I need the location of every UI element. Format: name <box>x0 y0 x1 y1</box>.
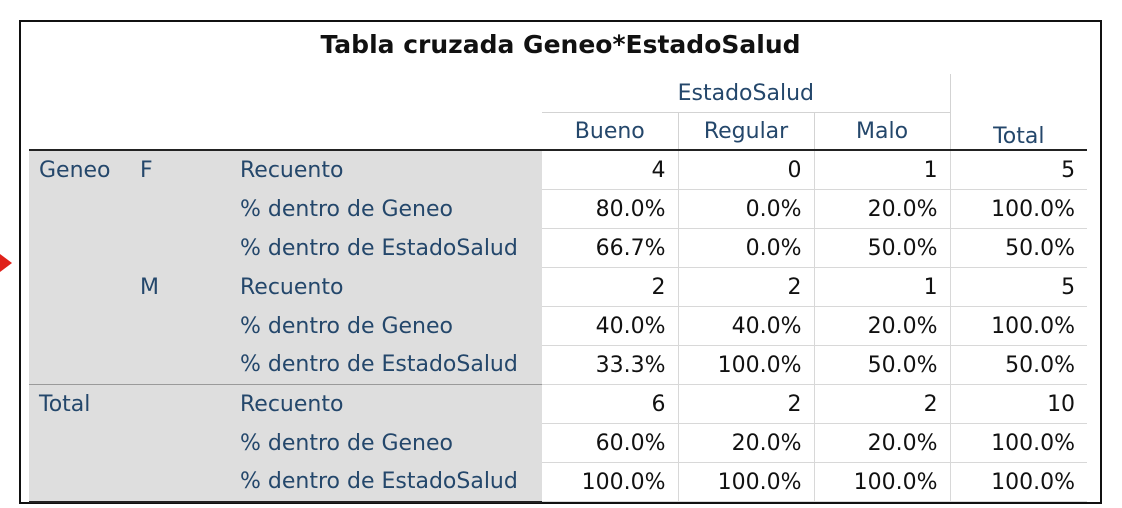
table-cell: 80.0% <box>542 189 679 229</box>
table-cell: 1 <box>813 267 951 307</box>
row-group-label: Geneo <box>29 149 130 190</box>
crosstab-table: EstadoSalud Bueno Regular Malo Total Gen… <box>29 74 1088 503</box>
row-group-label <box>29 228 130 268</box>
row-group-label <box>29 267 130 307</box>
row-group-label: Total <box>29 384 130 424</box>
table-row: % dentro de EstadoSalud 100.0% 100.0% 100.0… <box>29 462 1088 503</box>
selection-marker-icon <box>0 254 12 272</box>
table-cell: 2 <box>813 384 951 424</box>
table-cell: 10 <box>949 384 1088 424</box>
row-subgroup-label <box>130 423 230 463</box>
table-cell: 2 <box>677 384 815 424</box>
table-cell: 0.0% <box>677 189 815 229</box>
table-cell: 50.0% <box>949 228 1088 268</box>
row-group-label <box>29 189 130 229</box>
table-cell: 100.0% <box>949 306 1088 346</box>
table-row: % dentro de Geneo 80.0% 0.0% 20.0% 100.0% <box>29 189 1088 229</box>
table-cell: 40.0% <box>542 306 679 346</box>
row-group-label <box>29 306 130 346</box>
table-cell: 4 <box>542 149 679 190</box>
row-subgroup-label <box>130 462 230 503</box>
table-cell: 60.0% <box>542 423 679 463</box>
table-cell: 0 <box>677 149 815 190</box>
row-statistic-label: % dentro de Geneo <box>230 189 543 229</box>
table-cell: 100.0% <box>677 345 815 385</box>
table-cell: 2 <box>677 267 815 307</box>
column-header-bueno: Bueno <box>542 112 679 150</box>
table-row: % dentro de EstadoSalud 33.3% 100.0% 50.0% 5… <box>29 345 1088 385</box>
table-cell: 0.0% <box>677 228 815 268</box>
table-cell: 100.0% <box>813 462 951 502</box>
table-row: % dentro de Geneo 60.0% 20.0% 20.0% 100.0% <box>29 423 1088 463</box>
column-header-total: Total <box>993 124 1045 149</box>
table-cell: 50.0% <box>949 345 1088 385</box>
header-row-columns: Bueno Regular Malo Total <box>29 112 1087 150</box>
table-cell: 5 <box>949 267 1088 307</box>
row-statistic-label: % dentro de Geneo <box>230 306 543 346</box>
row-subgroup-label <box>130 189 230 229</box>
column-group-header: EstadoSalud <box>542 74 951 113</box>
table-row: % dentro de Geneo 40.0% 40.0% 20.0% 100.0% <box>29 306 1088 346</box>
row-statistic-label: Recuento <box>230 267 543 307</box>
row-group-label <box>29 345 130 385</box>
table-cell: 1 <box>813 149 951 190</box>
column-header-regular: Regular <box>678 112 815 150</box>
table-cell: 33.3% <box>542 345 679 385</box>
table-title: Tabla cruzada Geneo*EstadoSalud <box>320 30 801 59</box>
row-subgroup-label <box>130 384 230 424</box>
table-cell: 50.0% <box>813 228 951 268</box>
row-subgroup-label <box>130 306 230 346</box>
table-cell: 100.0% <box>949 462 1088 502</box>
row-statistic-label: % dentro de EstadoSalud <box>230 228 543 268</box>
row-group-label <box>29 423 130 463</box>
column-header-malo: Malo <box>814 112 951 150</box>
table-cell: 5 <box>949 149 1088 190</box>
table-row: Total Recuento 6 2 2 10 <box>29 384 1088 424</box>
row-statistic-label: % dentro de EstadoSalud <box>230 462 543 503</box>
table-row: % dentro de EstadoSalud 66.7% 0.0% 50.0% 50.… <box>29 228 1088 268</box>
table-cell: 2 <box>542 267 679 307</box>
table-cell: 20.0% <box>813 423 951 463</box>
table-cell: 6 <box>542 384 679 424</box>
row-statistic-label: % dentro de EstadoSalud <box>230 345 543 385</box>
row-statistic-label: % dentro de Geneo <box>230 423 543 463</box>
table-cell: 50.0% <box>813 345 951 385</box>
table-cell: 40.0% <box>677 306 815 346</box>
header-row-group: EstadoSalud <box>29 74 1088 113</box>
table-cell: 100.0% <box>677 462 815 502</box>
row-subgroup-label: F <box>130 149 230 190</box>
table-cell: 20.0% <box>813 306 951 346</box>
table-row: M Recuento 2 2 1 5 <box>29 267 1088 307</box>
table-row: Geneo F Recuento 4 0 1 5 <box>29 149 1088 190</box>
table-cell: 20.0% <box>677 423 815 463</box>
row-statistic-label: Recuento <box>230 149 543 190</box>
table-cell: 66.7% <box>542 228 679 268</box>
table-cell: 20.0% <box>813 189 951 229</box>
row-subgroup-label: M <box>130 267 230 307</box>
table-cell: 100.0% <box>949 189 1088 229</box>
row-subgroup-label <box>130 345 230 385</box>
row-group-label <box>29 462 130 503</box>
table-cell: 100.0% <box>542 462 679 502</box>
row-statistic-label: Recuento <box>230 384 543 424</box>
table-cell: 100.0% <box>949 423 1088 463</box>
row-subgroup-label <box>130 228 230 268</box>
